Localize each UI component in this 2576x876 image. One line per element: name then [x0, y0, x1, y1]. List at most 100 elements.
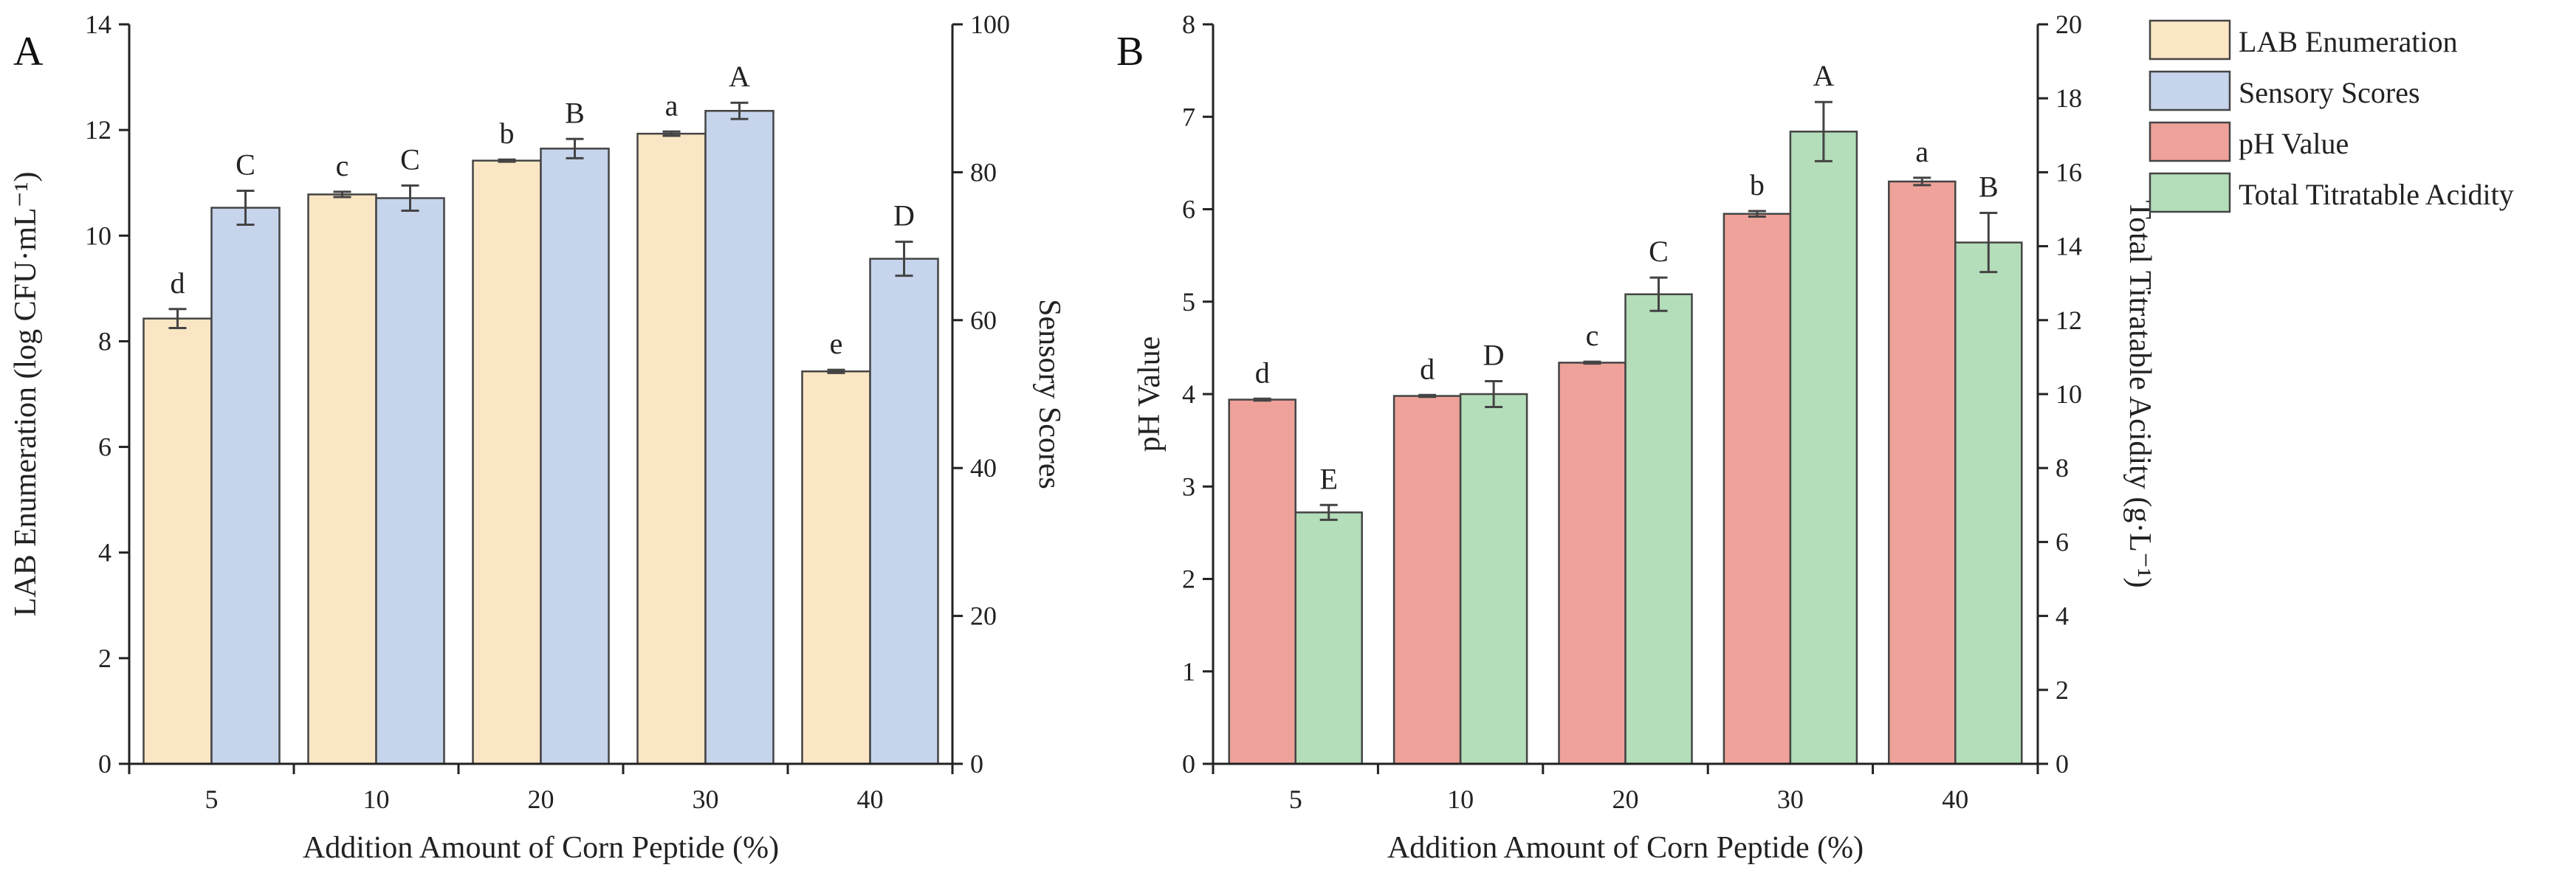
significance-letter: C	[236, 148, 255, 181]
x-tick-label: 10	[363, 784, 390, 814]
bar-lab-enumeration-20	[472, 159, 542, 765]
legend: LAB Enumeration Sensory Scores pH Value …	[2149, 19, 2514, 213]
bar-total-titratable-acidity-20	[1624, 293, 1693, 765]
significance-letter: a	[665, 89, 679, 122]
y-tick-label-left: 0	[1182, 749, 1195, 779]
bar-sensory-scores-5	[210, 207, 281, 765]
x-tick-label: 20	[528, 784, 554, 814]
legend-swatch-tta	[2149, 172, 2231, 213]
bar-total-titratable-acidity-30	[1789, 131, 1858, 765]
significance-letter: A	[1813, 59, 1834, 92]
bar-lab-enumeration-30	[636, 132, 707, 765]
significance-letter: b	[1750, 168, 1765, 201]
y-tick-label-left: 2	[1182, 565, 1195, 594]
bar-ph-value-5	[1228, 399, 1296, 765]
significance-letter: A	[729, 60, 750, 93]
y-tick-label-left: 12	[85, 115, 111, 145]
x-tick-label: 40	[857, 784, 884, 814]
significance-letter: d	[1420, 352, 1435, 385]
y-tick-label-left: 5	[1182, 287, 1195, 317]
y-tick-label-right: 20	[970, 601, 997, 631]
significance-letter: D	[1483, 338, 1505, 371]
legend-swatch-lab	[2149, 19, 2231, 61]
y-tick-label-right: 16	[2055, 157, 2082, 187]
y-tick-label-left: 1	[1182, 657, 1195, 686]
x-axis-title: Addition Amount of Corn Peptide (%)	[303, 831, 779, 865]
y-tick-label-left: 4	[98, 538, 111, 568]
y-tick-label-right: 0	[970, 749, 983, 779]
bar-total-titratable-acidity-40	[1954, 241, 2023, 765]
bar-total-titratable-acidity-5	[1294, 511, 1363, 765]
y-tick-label-right: 20	[2055, 10, 2082, 39]
bar-sensory-scores-30	[704, 109, 774, 765]
x-axis-title: Addition Amount of Corn Peptide (%)	[1387, 831, 1864, 865]
bar-sensory-scores-40	[869, 258, 939, 765]
y-axis-title-left: pH Value	[1133, 337, 1167, 452]
y-tick-label-left: 2	[98, 644, 111, 673]
y-tick-label-left: 14	[85, 10, 111, 39]
x-tick-label: 30	[693, 784, 719, 814]
bar-ph-value-10	[1392, 395, 1462, 765]
significance-letter: D	[893, 199, 915, 232]
legend-swatch-ph	[2149, 121, 2231, 162]
significance-letter: c	[1586, 319, 1599, 352]
significance-letter: E	[1319, 462, 1337, 495]
y-tick-label-left: 3	[1182, 472, 1195, 501]
y-tick-label-left: 6	[1182, 195, 1195, 224]
legend-label-tta: Total Titratable Acidity	[2239, 178, 2514, 211]
bar-ph-value-40	[1888, 180, 1957, 765]
bar-sensory-scores-20	[540, 148, 610, 765]
significance-letter: b	[500, 117, 515, 150]
y-tick-label-left: 7	[1182, 102, 1195, 131]
bar-ph-value-20	[1558, 362, 1627, 765]
x-tick-label: 10	[1447, 784, 1474, 814]
significance-letter: C	[400, 142, 420, 176]
y-tick-label-right: 8	[2055, 453, 2069, 483]
significance-letter: C	[1649, 235, 1669, 268]
y-tick-label-right: 12	[2055, 306, 2082, 335]
legend-label-sensory: Sensory Scores	[2239, 76, 2420, 109]
bar-lab-enumeration-10	[307, 193, 377, 765]
x-tick-label: 20	[1612, 784, 1639, 814]
x-tick-label: 30	[1777, 784, 1804, 814]
x-tick-label: 40	[1942, 784, 1968, 814]
chart-panel-a: d c b a e C C B A D 0 2 4 6 8 10 12 14 0 20 40 60 80 100 5 10 20 30…	[9, 10, 1066, 865]
y-tick-label-left: 10	[85, 221, 111, 250]
significance-letter: B	[565, 96, 585, 129]
y-tick-label-left: 4	[1182, 379, 1195, 409]
y-tick-label-right: 6	[2055, 527, 2069, 556]
x-tick-label: 5	[205, 784, 219, 814]
bar-total-titratable-acidity-10	[1459, 393, 1528, 765]
y-tick-label-right: 100	[970, 10, 1010, 39]
panel-label: A	[13, 29, 44, 75]
y-tick-label-left: 6	[98, 432, 111, 462]
y-tick-label-left: 8	[98, 326, 111, 356]
y-tick-label-right: 18	[2055, 83, 2082, 113]
x-tick-label: 5	[1289, 784, 1302, 814]
y-tick-label-left: 8	[1182, 10, 1195, 39]
bar-ph-value-30	[1723, 213, 1792, 765]
significance-letter: d	[1255, 356, 1270, 389]
y-tick-label-right: 80	[970, 157, 997, 187]
y-tick-label-right: 0	[2055, 749, 2069, 779]
significance-letter: c	[336, 149, 349, 182]
y-axis-title-left: LAB Enumeration (log CFU·mL⁻¹)	[9, 172, 43, 617]
y-tick-label-right: 40	[970, 453, 997, 483]
bar-lab-enumeration-5	[142, 317, 213, 765]
y-tick-label-right: 14	[2055, 232, 2082, 261]
y-tick-label-right: 10	[2055, 379, 2082, 409]
y-tick-label-right: 4	[2055, 601, 2069, 631]
bar-sensory-scores-10	[375, 197, 445, 765]
y-axis-title-right: Total Titratable Acidity (g·L⁻¹)	[2123, 200, 2157, 587]
y-tick-label-left: 0	[98, 749, 111, 779]
legend-label-lab: LAB Enumeration	[2239, 25, 2458, 58]
y-tick-label-right: 60	[970, 306, 997, 335]
legend-label-ph: pH Value	[2239, 127, 2349, 160]
y-axis-title-right: Sensory Scores	[1032, 299, 1066, 489]
significance-letter: d	[171, 266, 185, 300]
significance-letter: e	[830, 327, 843, 360]
bar-lab-enumeration-40	[801, 370, 871, 765]
significance-letter: B	[1979, 170, 1999, 204]
